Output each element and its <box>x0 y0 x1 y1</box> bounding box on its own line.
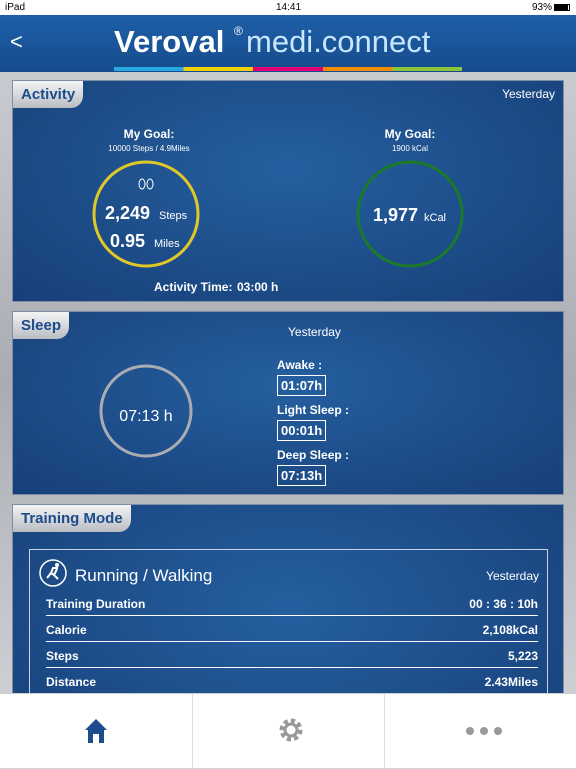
phase-value: 01:07h <box>277 375 327 396</box>
panel-tab: Training Mode <box>13 505 131 532</box>
separator <box>192 694 193 769</box>
activity-time-value: 03:00 h <box>237 280 279 294</box>
goal-detail: 10000 Steps / 4.9Miles <box>108 144 190 153</box>
miles-value: 0.95 <box>110 231 146 251</box>
battery: 93% <box>532 2 553 13</box>
sleep-total: 07:13 h <box>119 408 173 425</box>
rings <box>92 160 464 268</box>
color-stripe <box>114 67 462 71</box>
sleep-ring <box>99 364 193 458</box>
goal-label: My Goal: <box>384 127 436 141</box>
activity-panel: Activity Yesterday My Goal: 10000 Steps … <box>12 80 564 302</box>
kcal-value: 1,977 <box>373 205 419 225</box>
date: Yesterday <box>502 87 555 101</box>
header: < Veroval ® medi.connect <box>0 15 576 72</box>
training-activity: Running / Walking <box>75 566 213 585</box>
sleep-ring-svg <box>99 364 193 458</box>
activity-time-label: Activity Time: <box>154 280 233 294</box>
product: medi.connect <box>246 24 431 59</box>
training-row: Training Duration 00 : 36 : 10h <box>46 590 538 616</box>
brand: Veroval <box>114 24 225 59</box>
status-bar: iPad 14:41 93% <box>0 0 576 15</box>
date: Yesterday <box>288 325 341 339</box>
goal-detail: 1900 kCal <box>391 144 429 153</box>
row-value: 5,223 <box>507 649 538 663</box>
row-value: 2.43Miles <box>484 675 538 689</box>
time: 14:41 <box>276 2 302 13</box>
steps-ring <box>92 160 200 268</box>
training-row: Steps 5,223 <box>46 642 538 668</box>
kcal-unit: kCal <box>424 212 447 224</box>
row-label: Calorie <box>46 623 87 637</box>
row-value: 2,108kCal <box>482 623 538 637</box>
row-label: Distance <box>46 675 97 689</box>
registered: ® <box>234 24 243 38</box>
device: iPad <box>5 2 26 13</box>
footprint-icon <box>146 178 154 190</box>
miles-unit: Miles <box>154 238 180 250</box>
panel-tab: Sleep <box>13 312 70 339</box>
row-value: 00 : 36 : 10h <box>469 597 538 611</box>
home-tab[interactable] <box>84 718 108 744</box>
sleep-panel: Sleep Yesterday 07:13 h Awake : 01:07h Lig… <box>12 311 564 495</box>
steps-value: 2,249 <box>105 203 151 223</box>
battery-icon <box>554 4 570 11</box>
phase-value: 07:13h <box>277 465 327 486</box>
settings-tab[interactable] <box>277 716 305 744</box>
phase-value: 00:01h <box>277 420 327 441</box>
panel-tab: Activity <box>13 81 84 108</box>
row-label: Training Duration <box>46 597 146 611</box>
training-row: Distance 2.43Miles <box>46 668 538 694</box>
footprint-icon <box>138 178 146 190</box>
phase-label: Awake : <box>277 358 323 372</box>
row-label: Steps <box>46 649 79 663</box>
tab-bar <box>0 693 576 769</box>
kcal-ring <box>356 160 464 268</box>
date: Yesterday <box>486 569 539 583</box>
goal-label: My Goal: <box>123 127 175 141</box>
phase-label: Deep Sleep : <box>277 448 350 462</box>
back-button[interactable]: < <box>10 29 23 54</box>
more-tab[interactable] <box>465 726 503 736</box>
steps-unit: Steps <box>159 210 188 222</box>
runner-icon <box>39 559 67 587</box>
training-row: Calorie 2,108kCal <box>46 616 538 642</box>
separator <box>384 694 385 769</box>
phase-label: Light Sleep : <box>277 403 349 417</box>
